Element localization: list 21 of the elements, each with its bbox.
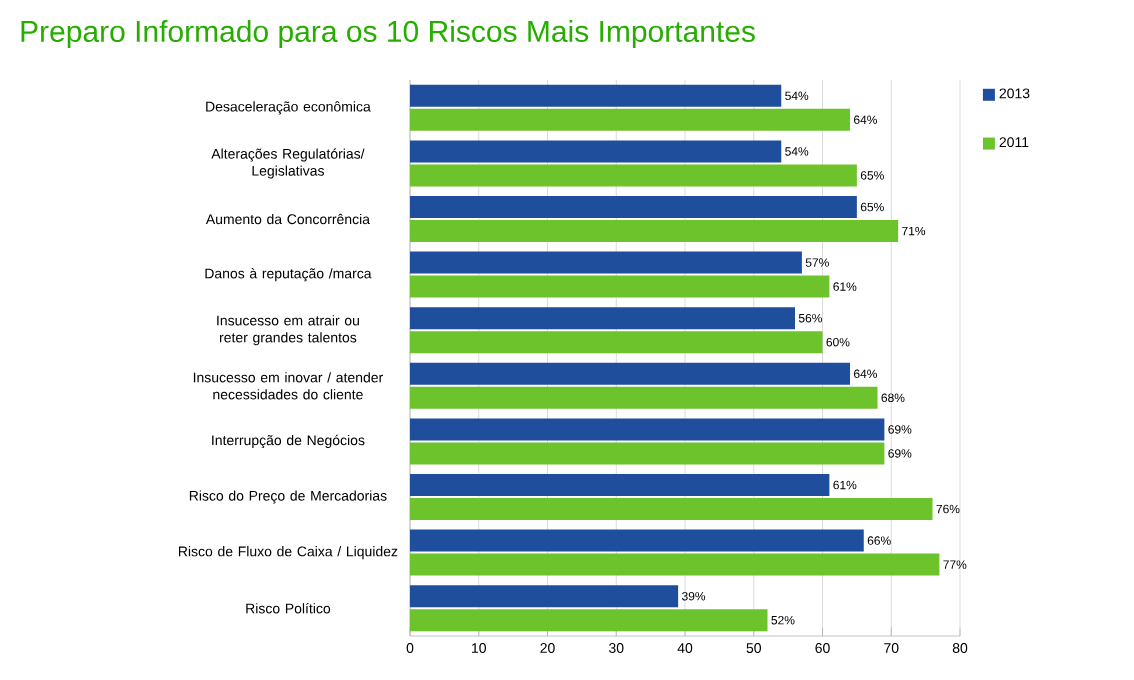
bar: [410, 84, 782, 107]
bar: [410, 275, 830, 298]
bar: [410, 553, 940, 576]
bar: [410, 498, 933, 520]
bar: [410, 307, 796, 330]
bar: [410, 418, 885, 441]
bar: [410, 251, 802, 274]
bar: [410, 529, 864, 552]
bar: [410, 108, 851, 131]
bar: [410, 386, 878, 409]
bar: [410, 164, 857, 187]
bar: [410, 140, 782, 163]
bar: [410, 442, 885, 465]
bar: [410, 609, 768, 632]
bar: [410, 331, 823, 354]
bar: [410, 474, 830, 497]
chart-title: Preparo Informado para os 10 Riscos Mais Importantes: [21, 20, 755, 48]
bar: [410, 585, 679, 608]
bar: [410, 196, 857, 218]
bar: [410, 362, 851, 385]
bar: [410, 220, 899, 243]
